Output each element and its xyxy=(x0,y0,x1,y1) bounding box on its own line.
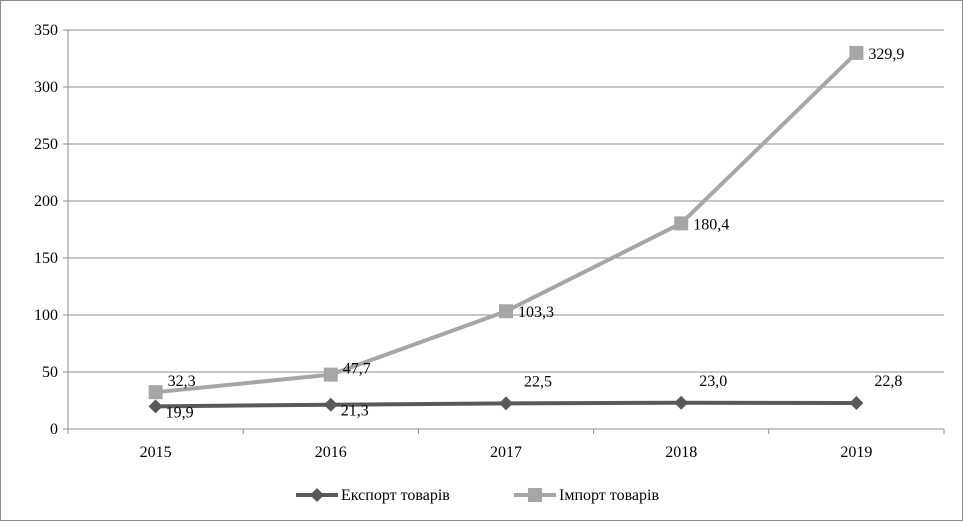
x-tick-label: 2019 xyxy=(840,444,872,461)
y-tick-label: 300 xyxy=(34,79,58,96)
y-tick-label: 100 xyxy=(34,307,58,324)
series-line-1 xyxy=(155,51,858,395)
data-point xyxy=(499,304,513,319)
data-point xyxy=(849,396,864,411)
y-tick-label: 250 xyxy=(34,136,58,153)
data-label: 21,3 xyxy=(341,403,369,420)
legend-marker xyxy=(310,488,324,502)
legend: Експорт товарів Імпорт товарів xyxy=(296,487,659,504)
y-tick-label: 0 xyxy=(50,421,58,438)
data-point xyxy=(323,367,338,382)
data-label: 32,3 xyxy=(168,373,196,390)
data-label: 103,3 xyxy=(518,304,554,321)
data-label: 19,9 xyxy=(166,404,194,421)
gridlines xyxy=(68,29,944,373)
x-tick-label: 2015 xyxy=(140,444,172,461)
legend-label: Експорт товарів xyxy=(341,487,450,504)
series-lines xyxy=(148,45,864,414)
data-label: 180,4 xyxy=(693,216,729,233)
y-tick-label: 150 xyxy=(34,250,58,267)
data-label: 23,0 xyxy=(699,373,727,390)
data-label: 47,7 xyxy=(343,361,371,378)
data-point xyxy=(148,399,163,414)
data-labels: 19,9 21,3 22,5 23,0 22,8 32,3 47,7 103,3 180,4 32… xyxy=(166,46,905,421)
data-label: 22,8 xyxy=(874,373,902,390)
axes: 0 50 100 150 200 250 300 350 2015 2016 2017 2018 201… xyxy=(34,22,945,461)
y-tick-label: 350 xyxy=(34,22,58,39)
legend-marker xyxy=(528,488,542,502)
data-point xyxy=(499,396,513,411)
data-point xyxy=(674,395,689,410)
y-tick-label: 50 xyxy=(42,364,58,381)
data-point xyxy=(674,216,689,231)
data-label: 329,9 xyxy=(868,46,904,63)
data-label: 22,5 xyxy=(524,373,552,390)
x-tick-label: 2017 xyxy=(490,444,522,461)
data-point xyxy=(148,385,163,400)
data-point xyxy=(849,45,864,60)
legend-label: Імпорт товарів xyxy=(559,487,659,504)
data-point xyxy=(323,397,338,412)
y-tick-label: 200 xyxy=(34,193,58,210)
x-tick-label: 2018 xyxy=(665,444,697,461)
x-tick-label: 2016 xyxy=(315,444,347,461)
